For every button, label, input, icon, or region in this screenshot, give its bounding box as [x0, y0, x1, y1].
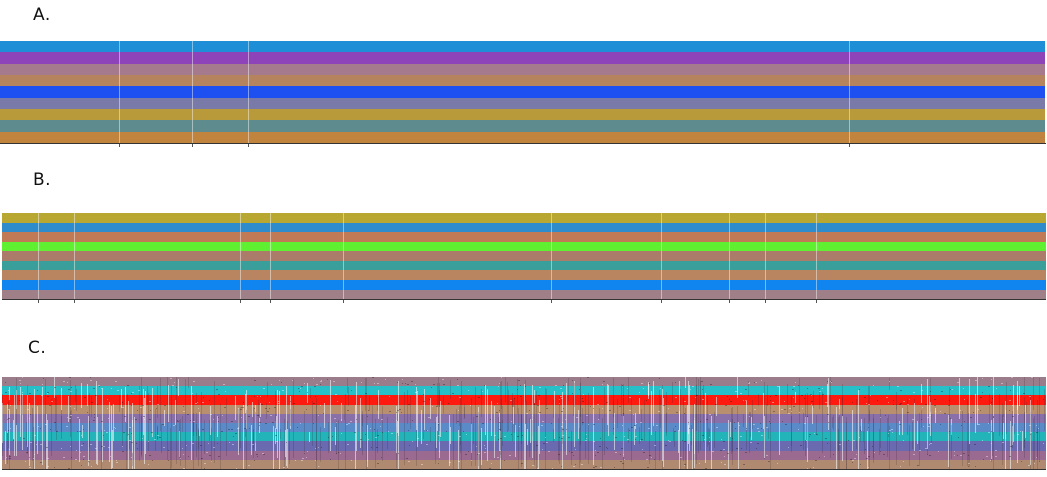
- gap-line-a-2: [192, 41, 193, 143]
- track-panel-a: [0, 41, 1045, 143]
- tick-b-10: [816, 300, 817, 303]
- band-c-6: [2, 423, 1046, 433]
- tick-a-3: [248, 144, 249, 147]
- tick-b-8: [729, 300, 730, 303]
- band-c-8: [2, 441, 1046, 451]
- band-a-2: [0, 52, 1045, 64]
- band-b-8: [2, 279, 1046, 290]
- tick-b-6: [551, 300, 552, 303]
- baseline-a: [0, 143, 1046, 144]
- gap-line-a-3: [248, 41, 249, 143]
- gap-line-b-1: [38, 213, 39, 299]
- baseline-c: [2, 469, 1046, 470]
- gap-line-b-7: [661, 213, 662, 299]
- band-b-1: [2, 213, 1046, 223]
- band-a-5: [0, 86, 1045, 98]
- panel-label-b: B.: [33, 170, 52, 190]
- tick-b-1: [38, 300, 39, 303]
- tick-b-2: [74, 300, 75, 303]
- tick-b-9: [765, 300, 766, 303]
- gap-line-b-9: [765, 213, 766, 299]
- gap-line-b-3: [240, 213, 241, 299]
- gap-line-b-8: [729, 213, 730, 299]
- gap-line-a-1: [119, 41, 120, 143]
- band-b-9: [2, 289, 1046, 299]
- band-c-4: [2, 404, 1046, 414]
- band-a-7: [0, 108, 1045, 121]
- band-a-4: [0, 74, 1045, 87]
- gap-line-b-5: [343, 213, 344, 299]
- band-a-8: [0, 120, 1045, 132]
- gap-line-b-4: [270, 213, 271, 299]
- band-a-3: [0, 63, 1045, 75]
- gap-line-a-4: [849, 41, 850, 143]
- tick-b-4: [270, 300, 271, 303]
- tick-a-2: [192, 144, 193, 147]
- band-b-6: [2, 260, 1046, 271]
- gap-line-b-2: [74, 213, 75, 299]
- band-b-7: [2, 270, 1046, 280]
- tick-b-5: [343, 300, 344, 303]
- band-b-4: [2, 241, 1046, 252]
- tick-b-3: [240, 300, 241, 303]
- track-panel-c: [2, 377, 1046, 469]
- band-c-7: [2, 432, 1046, 442]
- gap-line-b-6: [551, 213, 552, 299]
- band-b-3: [2, 232, 1046, 242]
- baseline-b: [2, 299, 1046, 300]
- band-c-5: [2, 413, 1046, 424]
- band-c-2: [2, 386, 1046, 396]
- track-panel-b: [2, 213, 1046, 299]
- tick-a-1: [119, 144, 120, 147]
- band-a-9: [0, 131, 1045, 143]
- band-a-6: [0, 97, 1045, 109]
- panel-label-c: C.: [28, 338, 47, 358]
- band-b-5: [2, 251, 1046, 261]
- band-c-1: [2, 377, 1046, 387]
- tick-a-4: [849, 144, 850, 147]
- gap-line-b-10: [816, 213, 817, 299]
- band-b-2: [2, 222, 1046, 233]
- band-a-1: [0, 41, 1045, 53]
- tick-b-7: [661, 300, 662, 303]
- band-c-3: [2, 395, 1046, 405]
- band-c-10: [2, 459, 1046, 469]
- band-c-9: [2, 450, 1046, 460]
- panel-label-a: A.: [33, 5, 51, 25]
